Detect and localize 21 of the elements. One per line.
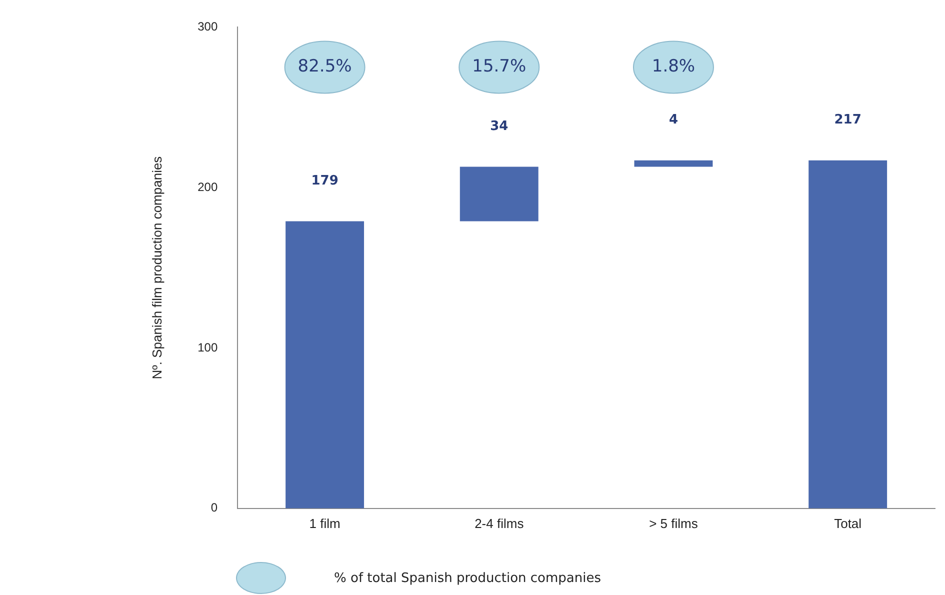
data-label: 34 bbox=[490, 119, 508, 134]
x-tick-label: Total bbox=[834, 516, 862, 531]
data-label: 4 bbox=[668, 112, 678, 128]
bar bbox=[634, 160, 713, 167]
data-label: 179 bbox=[311, 174, 338, 189]
y-tick-label: 300 bbox=[198, 20, 218, 34]
bar bbox=[286, 221, 364, 508]
y-tick-label: 0 bbox=[210, 500, 218, 515]
y-tick-label: 200 bbox=[198, 180, 218, 194]
y-tick-label: 100 bbox=[198, 340, 218, 354]
data-label: 217 bbox=[834, 112, 862, 128]
y-axis-title: Nº. Spanish film production companies bbox=[149, 156, 164, 380]
bar bbox=[808, 160, 888, 508]
annotation: 82.5% bbox=[298, 56, 352, 77]
x-tick-label: 1 film bbox=[309, 516, 340, 531]
x-tick-label: 2-4 films bbox=[474, 516, 524, 531]
bar bbox=[460, 166, 538, 222]
annotation: 1.8% bbox=[652, 56, 696, 77]
annotation: 15.7% bbox=[472, 56, 526, 77]
text: % of total Spanish production companies bbox=[334, 570, 602, 586]
x-tick-label: > 5 films bbox=[649, 516, 698, 531]
